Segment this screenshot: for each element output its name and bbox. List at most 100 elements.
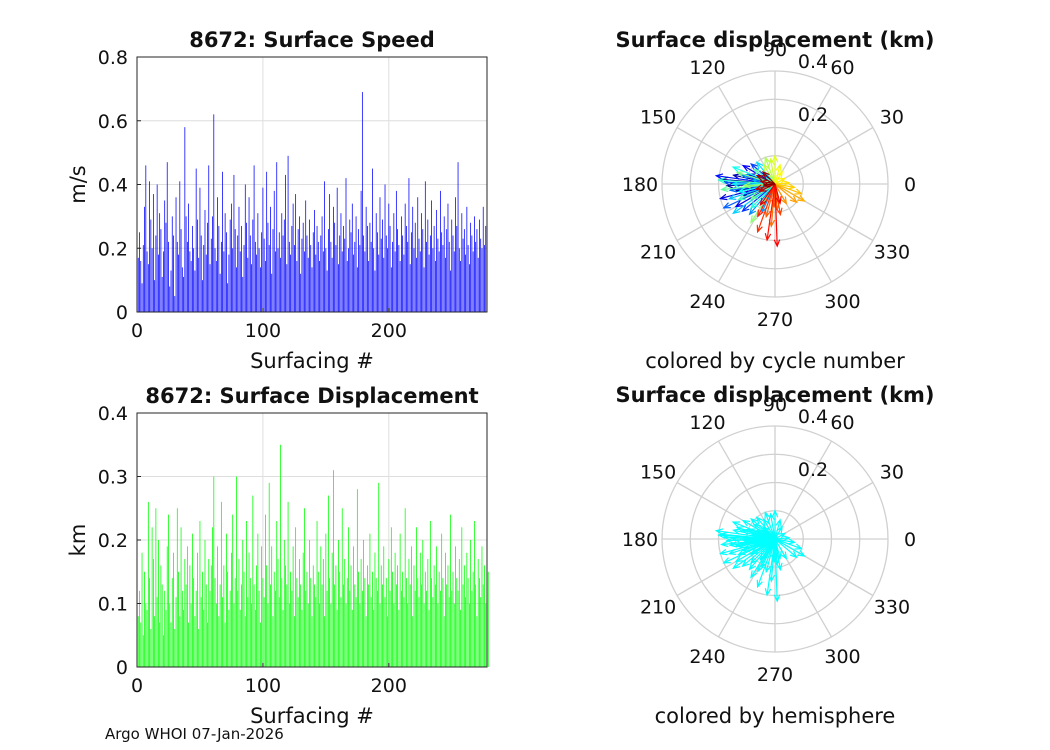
displacement-bar — [435, 584, 436, 667]
speed-bar — [317, 241, 319, 313]
speed-bar — [271, 273, 273, 312]
speed-bar — [476, 229, 478, 313]
displacement-bar — [261, 546, 263, 667]
speed-bar — [301, 238, 303, 312]
displacement-bar — [228, 609, 230, 667]
speed-bar — [229, 219, 231, 312]
speed-xtick-label: 0 — [131, 320, 143, 342]
polar-cycle-vector-shaft — [759, 183, 776, 206]
speed-bar — [374, 270, 376, 312]
polar-hemi-vector — [768, 512, 776, 540]
displacement-bar — [375, 578, 377, 667]
polar-hemi-spoke — [717, 538, 776, 638]
polar-cycle-vector-shaft — [774, 183, 787, 204]
speed-ytick-label: 0.2 — [98, 238, 128, 260]
polar-hemi-vector-shaft — [759, 538, 776, 561]
displacement-bar — [253, 584, 255, 667]
displacement-bar — [392, 571, 393, 667]
polar-hemi-vector — [774, 518, 782, 540]
speed-bar — [451, 219, 453, 312]
displacement-bar — [307, 603, 309, 667]
displacement-bar — [419, 552, 421, 667]
polar-cycle-vector-shaft — [774, 164, 781, 185]
speed-bar — [254, 241, 256, 313]
speed-bar — [302, 222, 304, 312]
displacement-bar — [295, 527, 297, 667]
displacement-bar — [385, 578, 387, 667]
polar-hemi-vector-shaft — [774, 538, 802, 550]
speed-bar — [300, 273, 302, 312]
polar-cycle-vector-head — [762, 181, 771, 188]
displacement-bar — [186, 546, 188, 667]
displacement-bar — [229, 590, 231, 667]
displacement-bar — [345, 603, 347, 667]
displacement-bar — [331, 552, 333, 667]
speed-bar — [389, 225, 391, 312]
speed-bar — [349, 219, 351, 312]
polar-hemi-vector-shaft — [757, 538, 776, 572]
displacement-bar — [418, 597, 420, 667]
speed-bar — [441, 232, 443, 312]
polar-hemi-vector-head — [773, 594, 781, 603]
displacement-bar — [340, 597, 342, 667]
polar-cycle-angle-label: 120 — [689, 57, 725, 79]
polar-cycle-angle-label: 300 — [824, 291, 860, 313]
speed-bar — [358, 229, 359, 313]
polar-cycle-vector — [749, 183, 776, 210]
displacement-chart-title: 8672: Surface Displacement — [145, 384, 478, 408]
polar-hemi-vector-head — [741, 519, 751, 527]
speed-bar — [359, 245, 361, 312]
displacement-bar — [314, 584, 315, 667]
displacement-bar — [487, 571, 489, 667]
displacement-bar — [450, 514, 451, 667]
speed-bar — [339, 235, 341, 312]
displacement-bar — [171, 578, 173, 667]
displacement-bar — [343, 584, 344, 667]
displacement-bar — [205, 584, 207, 667]
polar-hemi-vector — [764, 538, 776, 597]
speed-bar — [406, 225, 407, 312]
displacement-bar — [144, 571, 145, 667]
polar-cycle-vector — [757, 183, 776, 218]
polar-hemi-angle-label: 270 — [757, 664, 793, 686]
polar-hemi-chart-title: Surface displacement (km) — [615, 383, 934, 407]
speed-bar — [156, 184, 158, 312]
polar-cycle-vector-head — [749, 201, 758, 210]
polar-cycle-vector — [768, 157, 776, 185]
polar-cycle-radius-label: 0.2 — [798, 104, 828, 126]
speed-bar — [463, 229, 465, 313]
speed-bar — [282, 235, 284, 312]
polar-hemi-vector-shaft — [770, 513, 776, 540]
polar-cycle-vector-head — [740, 173, 750, 180]
polar-cycle-vector-head — [782, 180, 791, 187]
displacement-bar — [227, 571, 229, 667]
displacement-bar — [355, 597, 357, 667]
displacement-bar — [474, 520, 475, 667]
displacement-bar — [401, 590, 402, 667]
displacement-bar — [243, 571, 245, 667]
displacement-bar — [254, 609, 256, 667]
displacement-bar — [294, 616, 295, 667]
speed-bar — [267, 222, 269, 312]
displacement-bar — [387, 616, 388, 667]
speed-bar — [283, 219, 285, 312]
speed-bar — [361, 92, 363, 312]
speed-bar — [233, 174, 235, 312]
polar-cycle-vector — [774, 183, 803, 195]
speed-bar — [181, 267, 183, 313]
polar-hemi-vector-head — [764, 511, 771, 520]
displacement-bar — [335, 565, 337, 667]
speed-bar — [442, 245, 444, 312]
speed-xaxis-label: Surfacing # — [250, 349, 374, 373]
displacement-bar — [330, 603, 332, 667]
displacement-xtick-label: 100 — [245, 675, 281, 697]
displacement-bar — [353, 546, 354, 667]
displacement-bar — [197, 552, 198, 667]
polar-cycle-angle-label: 30 — [880, 107, 904, 129]
displacement-bar — [237, 590, 239, 667]
polar-hemi-angle-label: 300 — [824, 646, 860, 668]
speed-bar — [266, 171, 268, 312]
polar-cycle-vector — [771, 154, 779, 184]
speed-chart-title: 8672: Surface Speed — [189, 28, 435, 52]
displacement-bar — [188, 622, 189, 667]
